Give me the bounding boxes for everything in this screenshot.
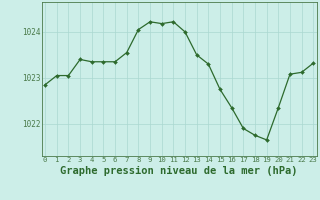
X-axis label: Graphe pression niveau de la mer (hPa): Graphe pression niveau de la mer (hPa) (60, 166, 298, 176)
